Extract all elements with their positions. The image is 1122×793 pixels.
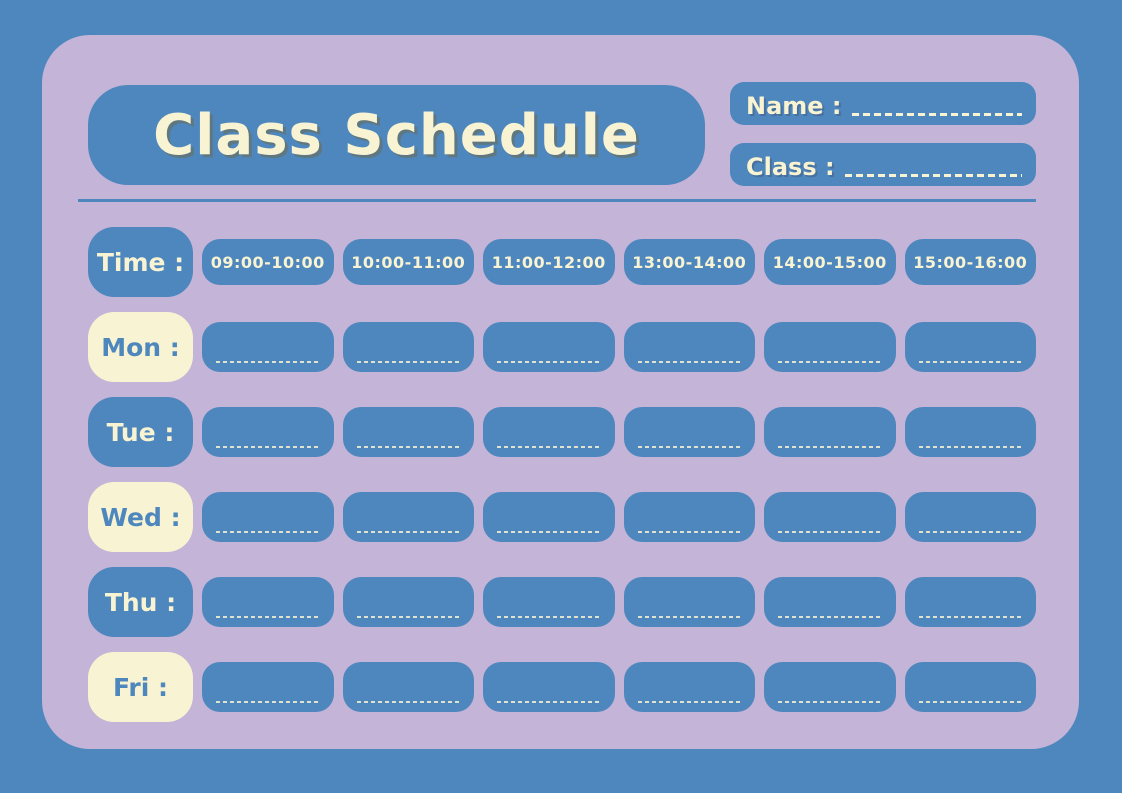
schedule-cell-fri-5[interactable] xyxy=(904,662,1036,712)
class-label: Class : xyxy=(746,153,835,181)
schedule-cell-thu-5[interactable] xyxy=(904,577,1036,627)
class-field[interactable]: Class : xyxy=(730,143,1036,186)
schedule-cell-wed-3[interactable] xyxy=(623,492,755,542)
schedule-cell-fri-4[interactable] xyxy=(764,662,896,712)
time-slot-5: 15:00-16:00 xyxy=(904,239,1036,285)
class-input-line[interactable] xyxy=(844,174,1022,177)
name-input-line[interactable] xyxy=(851,113,1022,116)
time-row: Time :09:00-10:00 10:00-11:00 11:00-12:00 1… xyxy=(88,227,1036,297)
schedule-cell-tue-0[interactable] xyxy=(202,407,334,457)
header: Class Schedule Name : Class : xyxy=(88,82,1036,186)
schedule-cell-wed-4[interactable] xyxy=(764,492,896,542)
schedule-cell-wed-1[interactable] xyxy=(342,492,474,542)
page-title: Class Schedule xyxy=(153,102,640,168)
schedule-grid: Time :09:00-10:00 10:00-11:00 11:00-12:00 1… xyxy=(88,227,1036,722)
day-label-fri: Fri : xyxy=(88,652,193,722)
day-row-tue: Tue : xyxy=(88,397,1036,467)
divider xyxy=(78,199,1036,202)
schedule-cell-mon-0[interactable] xyxy=(202,322,334,372)
day-label-mon: Mon : xyxy=(88,312,193,382)
schedule-cell-fri-3[interactable] xyxy=(623,662,755,712)
schedule-cell-mon-2[interactable] xyxy=(483,322,615,372)
schedule-cell-tue-3[interactable] xyxy=(623,407,755,457)
name-label: Name : xyxy=(746,92,842,120)
schedule-cell-tue-1[interactable] xyxy=(342,407,474,457)
schedule-card: Class Schedule Name : Class : Time :09:0… xyxy=(42,35,1079,749)
schedule-cell-tue-4[interactable] xyxy=(764,407,896,457)
day-label-tue: Tue : xyxy=(88,397,193,467)
schedule-cell-mon-5[interactable] xyxy=(904,322,1036,372)
schedule-cell-fri-0[interactable] xyxy=(202,662,334,712)
name-field[interactable]: Name : xyxy=(730,82,1036,125)
day-label-wed: Wed : xyxy=(88,482,193,552)
day-row-fri: Fri : xyxy=(88,652,1036,722)
day-label-thu: Thu : xyxy=(88,567,193,637)
day-row-thu: Thu : xyxy=(88,567,1036,637)
schedule-cell-thu-2[interactable] xyxy=(483,577,615,627)
schedule-cell-thu-0[interactable] xyxy=(202,577,334,627)
schedule-cell-fri-2[interactable] xyxy=(483,662,615,712)
schedule-cell-mon-3[interactable] xyxy=(623,322,755,372)
schedule-cell-tue-2[interactable] xyxy=(483,407,615,457)
schedule-cell-mon-4[interactable] xyxy=(764,322,896,372)
title-box: Class Schedule xyxy=(88,85,705,185)
time-slot-2: 11:00-12:00 xyxy=(483,239,615,285)
schedule-cell-tue-5[interactable] xyxy=(904,407,1036,457)
schedule-cell-fri-1[interactable] xyxy=(342,662,474,712)
day-row-mon: Mon : xyxy=(88,312,1036,382)
schedule-cell-thu-1[interactable] xyxy=(342,577,474,627)
schedule-cell-wed-5[interactable] xyxy=(904,492,1036,542)
time-slot-1: 10:00-11:00 xyxy=(342,239,474,285)
schedule-cell-wed-2[interactable] xyxy=(483,492,615,542)
schedule-cell-thu-4[interactable] xyxy=(764,577,896,627)
time-slot-0: 09:00-10:00 xyxy=(202,239,334,285)
schedule-cell-thu-3[interactable] xyxy=(623,577,755,627)
schedule-cell-mon-1[interactable] xyxy=(342,322,474,372)
schedule-cell-wed-0[interactable] xyxy=(202,492,334,542)
day-row-wed: Wed : xyxy=(88,482,1036,552)
time-slot-3: 13:00-14:00 xyxy=(623,239,755,285)
time-label: Time : xyxy=(88,227,193,297)
time-slot-4: 14:00-15:00 xyxy=(764,239,896,285)
header-fields: Name : Class : xyxy=(730,82,1036,186)
